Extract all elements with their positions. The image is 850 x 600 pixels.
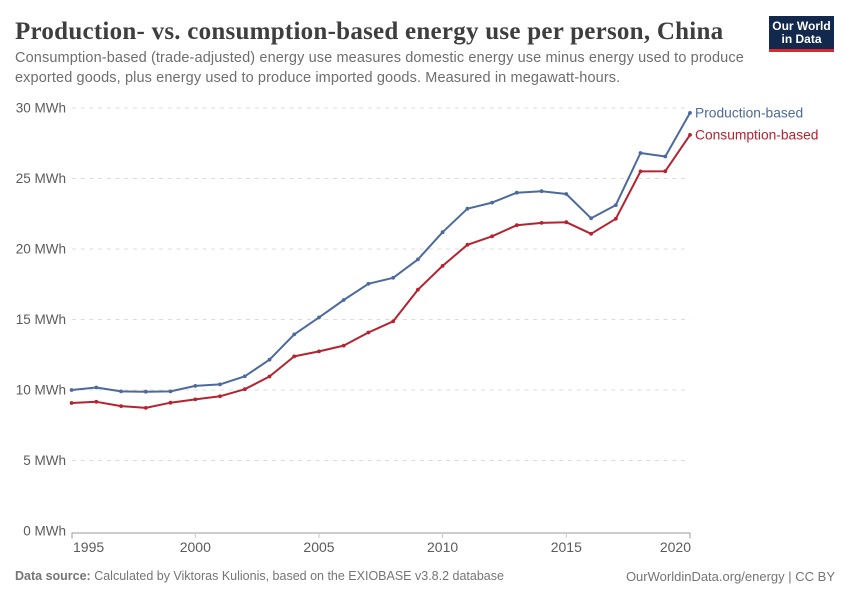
svg-text:2015: 2015 — [551, 539, 582, 555]
svg-text:Production-based: Production-based — [695, 106, 803, 121]
svg-text:0 MWh: 0 MWh — [23, 524, 66, 539]
svg-text:5 MWh: 5 MWh — [23, 453, 66, 468]
svg-text:10 MWh: 10 MWh — [16, 383, 66, 398]
svg-text:2005: 2005 — [303, 539, 334, 555]
svg-text:30 MWh: 30 MWh — [16, 101, 66, 116]
svg-text:2000: 2000 — [180, 539, 211, 555]
svg-text:Consumption-based: Consumption-based — [695, 128, 818, 143]
svg-text:20 MWh: 20 MWh — [16, 242, 66, 257]
svg-text:2010: 2010 — [427, 539, 458, 555]
svg-text:15 MWh: 15 MWh — [16, 312, 66, 327]
svg-text:2020: 2020 — [660, 539, 691, 555]
svg-text:25 MWh: 25 MWh — [16, 171, 66, 186]
svg-text:1995: 1995 — [73, 539, 104, 555]
